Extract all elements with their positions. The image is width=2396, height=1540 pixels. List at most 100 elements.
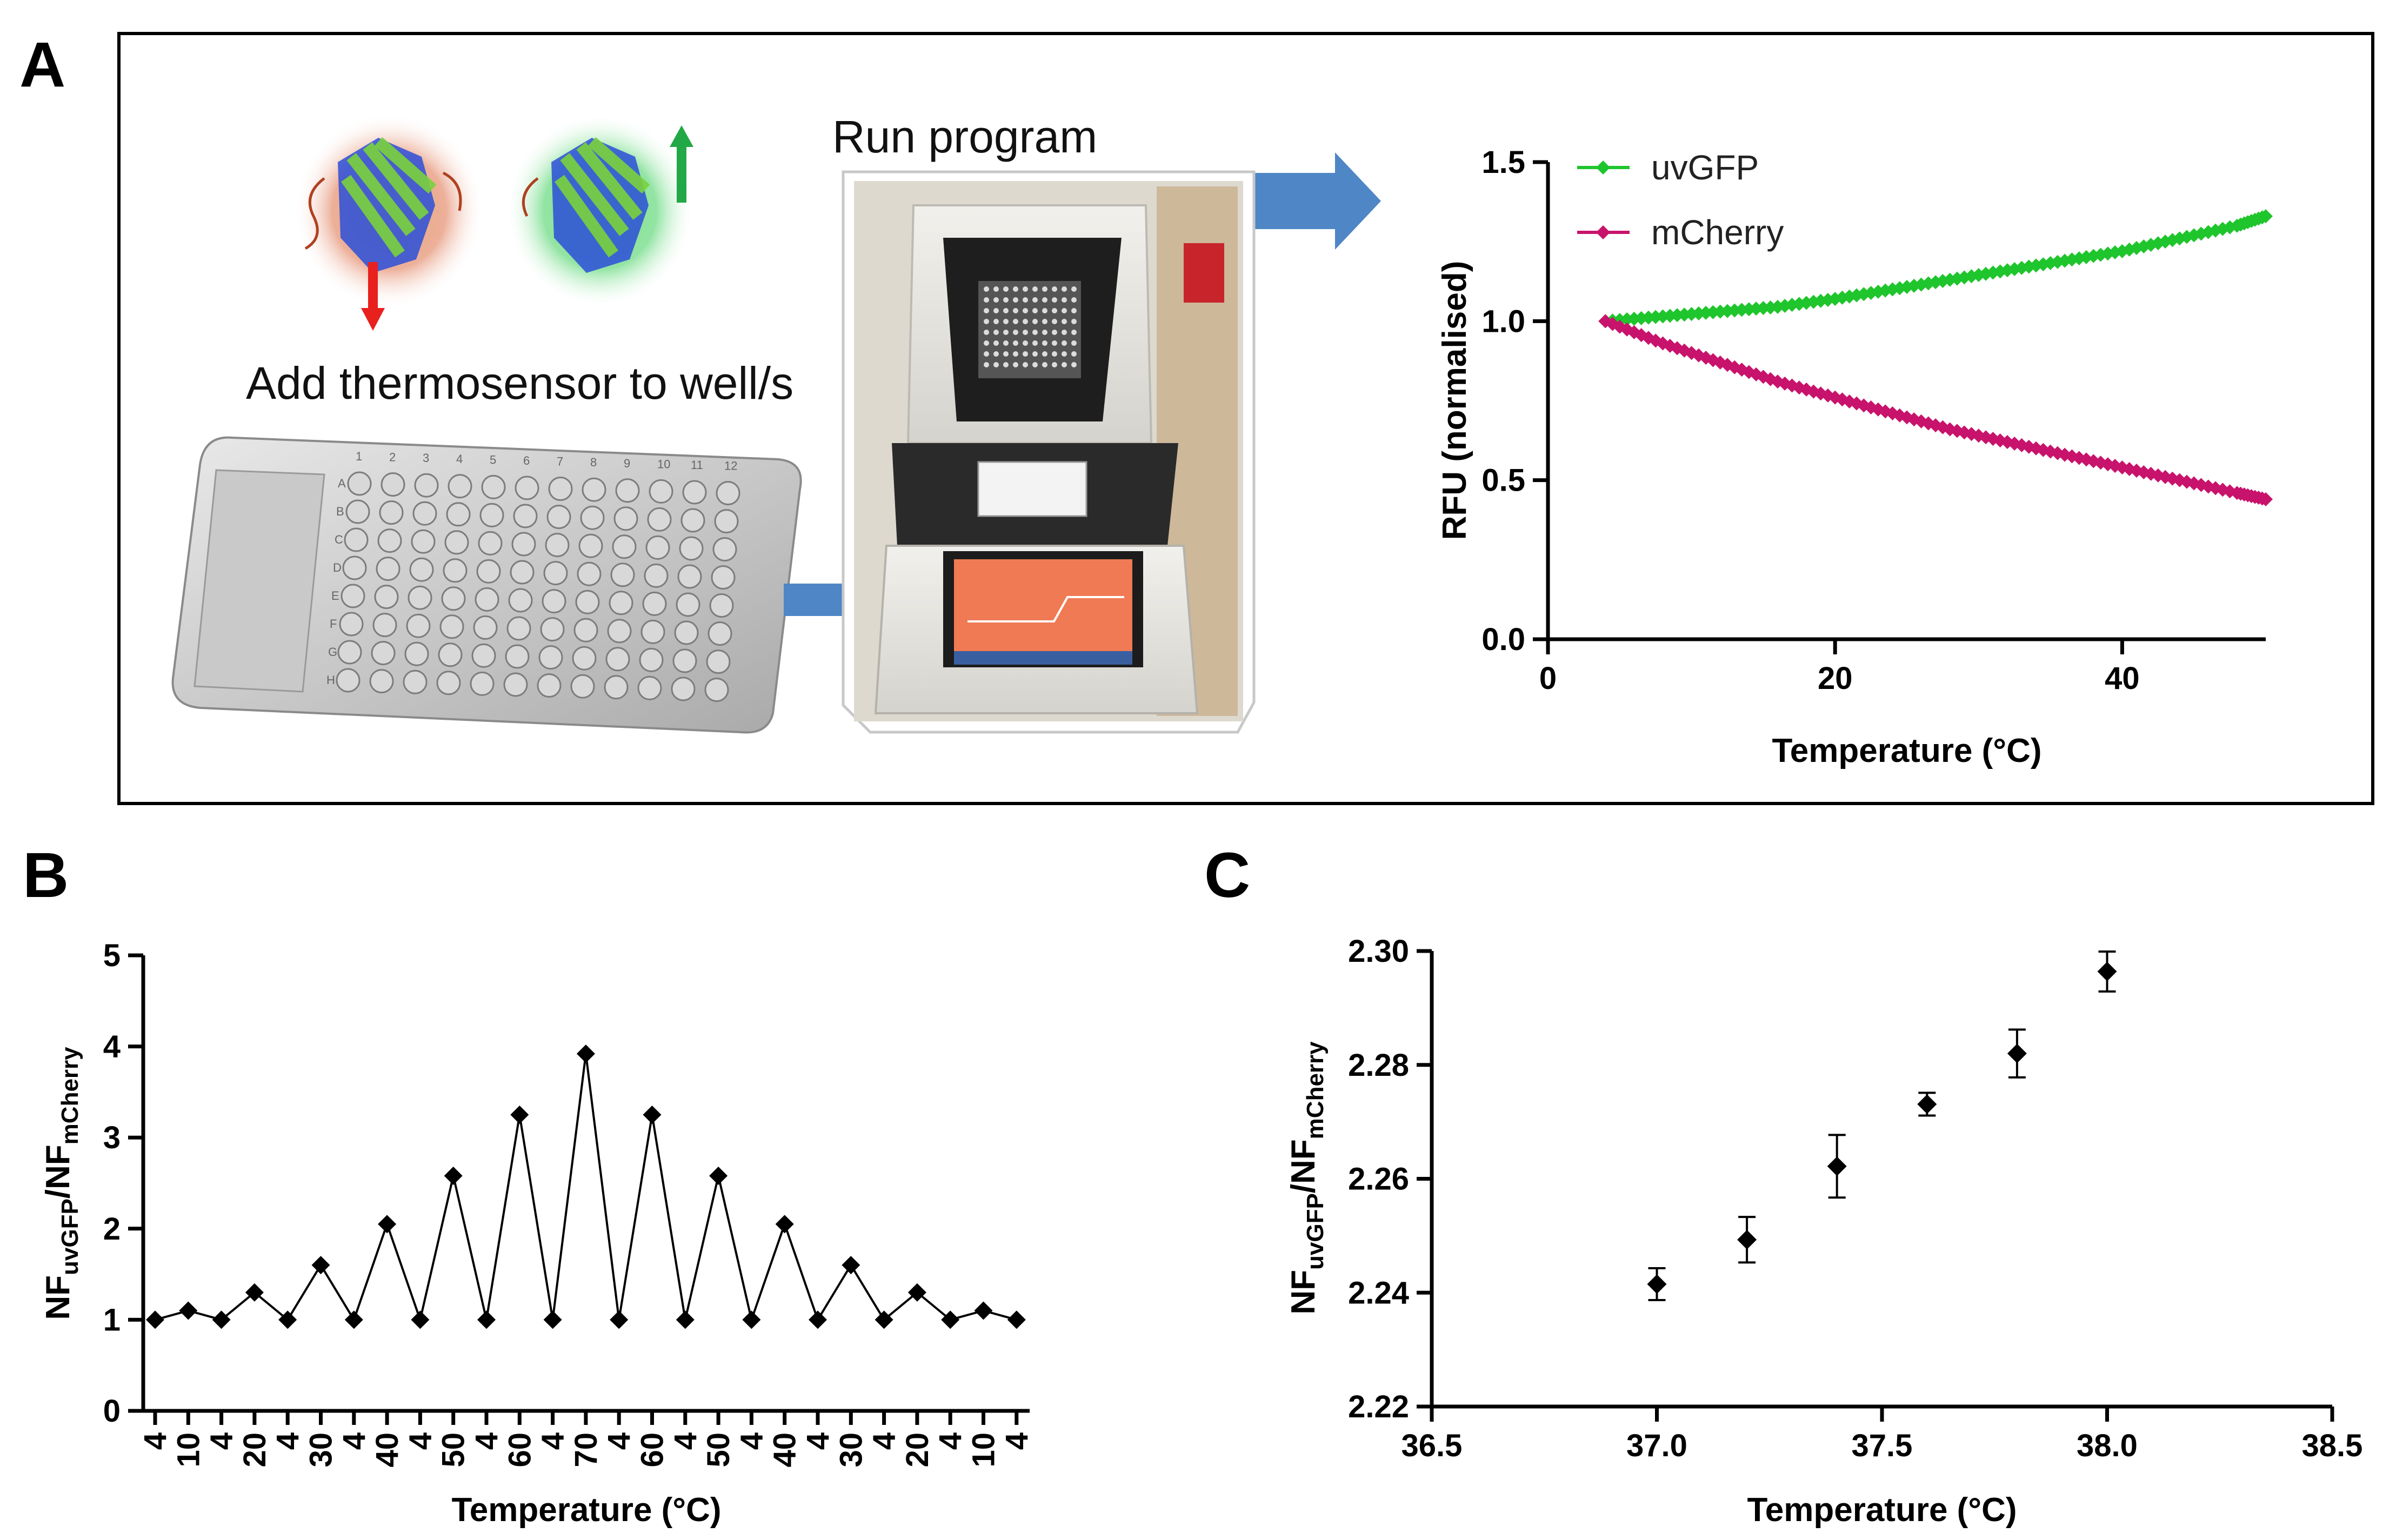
cycler-hole: [1062, 297, 1067, 303]
plate-well: [513, 504, 538, 528]
cycler-hole: [1032, 330, 1038, 335]
chart-b-xtick-label: 70: [569, 1432, 604, 1468]
plate-well: [644, 563, 669, 588]
chart-a-ticks: 0.0 0.5 1.0 1.5 0 20 40: [1481, 145, 2139, 696]
chart-a-legend: uvGFP mCherry: [1577, 148, 1784, 252]
plate-well: [369, 669, 394, 694]
cycler-hole: [1071, 330, 1077, 335]
cycler-hole: [1003, 286, 1009, 292]
arrow-down-red-icon: [361, 262, 385, 331]
plate-well: [572, 646, 597, 671]
plate-well: [613, 506, 638, 531]
plate-col-label: 10: [657, 457, 670, 471]
plate-row-label: G: [328, 645, 337, 659]
plate-well: [605, 647, 630, 672]
cycler-hole: [1042, 330, 1047, 335]
plate-well: [379, 500, 404, 525]
plate-well: [546, 505, 571, 530]
plate-well: [640, 619, 665, 644]
cycler-hole: [1052, 340, 1057, 346]
cycler-hole: [1032, 308, 1038, 313]
plate-col-label: 5: [490, 453, 496, 466]
plate-well: [412, 501, 437, 526]
chart-a-ytick-label: 0.0: [1481, 622, 1525, 657]
chart-b-xtick-label: 40: [767, 1432, 803, 1468]
plate-well: [414, 473, 439, 498]
plate-well: [341, 584, 365, 608]
cycler-hole: [1003, 308, 1009, 313]
chart-c-xtick-label: 38.0: [2077, 1428, 2138, 1463]
chart-b-xtick-label: 4: [536, 1432, 571, 1450]
plate-col-label: 4: [456, 452, 463, 466]
plate-well: [444, 530, 469, 555]
cycler-hole: [1013, 340, 1018, 346]
plate-well: [607, 619, 632, 644]
plate-well: [706, 650, 731, 674]
cycler-hole: [993, 319, 999, 324]
cycler-hole: [1023, 362, 1028, 367]
plate-well: [674, 620, 699, 645]
chart-c-point: [1737, 1230, 1757, 1250]
plate-row-label: A: [338, 477, 346, 490]
chart-b: 0123454104204304404504604704604504404304…: [39, 938, 1035, 1529]
cycler-hole: [1032, 319, 1038, 324]
chart-b-point: [477, 1310, 496, 1329]
plate-well: [542, 589, 566, 614]
panel-a-letter: A: [19, 29, 65, 101]
cycler-hole: [1032, 351, 1038, 357]
chart-b-ytick-label: 0: [103, 1394, 121, 1429]
plate-col-label: 11: [691, 458, 703, 472]
chart-b-point: [411, 1310, 430, 1329]
chart-c-point: [2007, 1043, 2027, 1063]
chart-b-point: [179, 1301, 198, 1320]
plate-well: [637, 675, 662, 700]
chart-b-xtick-label: 4: [602, 1432, 637, 1450]
plate-well: [543, 561, 568, 586]
chart-b-point: [245, 1283, 264, 1302]
cycler-hole: [1052, 362, 1057, 367]
chart-b-point: [146, 1310, 164, 1329]
plate-well: [714, 509, 739, 534]
plate-col-label: 1: [356, 450, 362, 463]
cycler-hole: [1052, 286, 1057, 292]
chart-b-xtick-label: 4: [270, 1432, 305, 1450]
plate-well: [377, 528, 402, 553]
plate-well: [506, 616, 531, 641]
plate-well: [672, 648, 697, 673]
cycler-hole: [1003, 362, 1009, 367]
plate-well: [347, 471, 372, 496]
plate-well: [448, 474, 472, 499]
chart-a-ytick-label: 0.5: [1481, 463, 1525, 498]
plate-well: [615, 478, 640, 503]
cycler-hole: [1071, 340, 1077, 346]
plate-well: [515, 476, 539, 500]
chart-a-xlabel: Temperature (°C): [1772, 732, 2041, 769]
plate-col-label: 3: [423, 451, 429, 465]
plate-row-label: B: [336, 505, 344, 518]
cycler-hole: [984, 286, 989, 292]
chart-c-ylabel: NFuvGFP/NFmCherry: [1285, 1041, 1329, 1315]
chart-b-xtick-label: 30: [833, 1432, 869, 1468]
plate-well: [540, 617, 565, 642]
step-add-thermosensor: Add thermosensor to well/s: [246, 358, 793, 409]
plate-well: [716, 481, 740, 506]
plate-well: [575, 590, 600, 614]
plate-well: [342, 555, 367, 580]
step-run-program: Run program: [832, 111, 1097, 162]
cycler-hole: [1052, 330, 1057, 335]
chart-a-point-uvGFP: [1921, 276, 1936, 291]
cycler-hole: [1003, 351, 1009, 357]
plate-well: [479, 503, 504, 527]
plate-well: [374, 585, 399, 610]
chart-b-point: [510, 1106, 529, 1124]
chart-b-point: [775, 1215, 794, 1234]
plate-well: [439, 614, 464, 639]
plate-well: [538, 645, 563, 670]
cycler-hole: [984, 297, 989, 303]
chart-b-xtick-label: 4: [403, 1432, 438, 1450]
cycler-hole: [1062, 319, 1067, 324]
chart-b-xtick-label: 4: [734, 1432, 769, 1450]
chart-c-point: [2097, 961, 2117, 981]
